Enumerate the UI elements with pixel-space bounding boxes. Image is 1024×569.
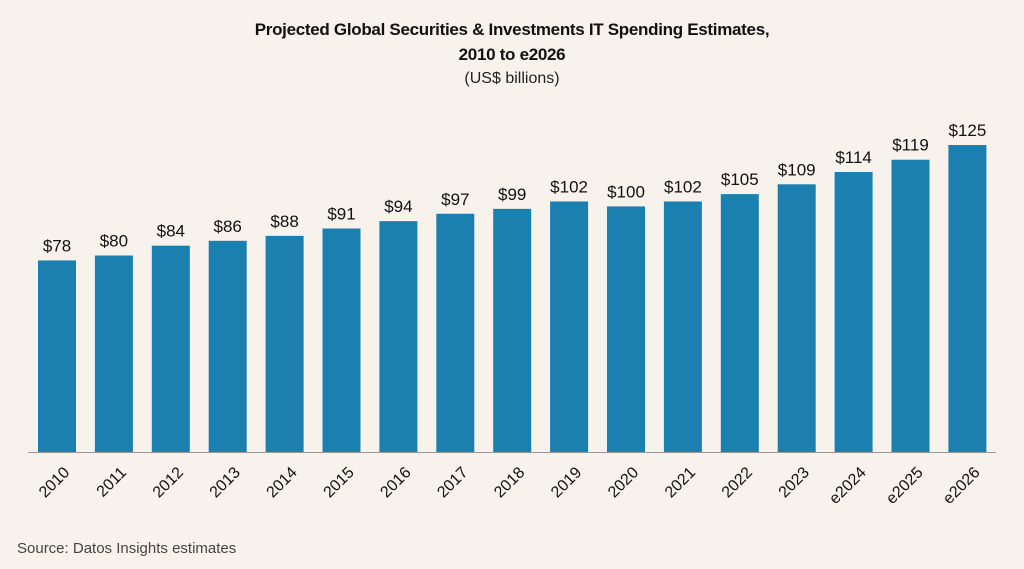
x-tick-label: 2018 bbox=[491, 464, 528, 501]
x-tick-label: 2023 bbox=[776, 464, 813, 501]
source-note: Source: Datos Insights estimates bbox=[17, 540, 237, 557]
data-label: $105 bbox=[721, 170, 759, 189]
data-label: $114 bbox=[835, 148, 872, 167]
bar bbox=[607, 206, 645, 452]
x-tick-label: 2013 bbox=[207, 464, 244, 501]
data-label: $80 bbox=[100, 232, 128, 251]
x-tick-label: 2016 bbox=[377, 464, 414, 501]
bar bbox=[777, 184, 816, 452]
chart-subtitle: (US$ billions) bbox=[464, 70, 560, 87]
x-tick-label: e2025 bbox=[883, 464, 927, 508]
data-label: $102 bbox=[664, 177, 702, 196]
data-label: $102 bbox=[550, 177, 588, 196]
bar bbox=[834, 172, 873, 453]
chart-title: Projected Global Securities & Investment… bbox=[254, 20, 770, 39]
x-tick-label: 2021 bbox=[662, 464, 699, 501]
bar bbox=[151, 245, 190, 452]
data-label: $100 bbox=[607, 182, 645, 201]
bar bbox=[322, 228, 361, 452]
x-tick-label: 2017 bbox=[434, 464, 471, 501]
bar bbox=[436, 213, 475, 452]
x-tick-label: 2022 bbox=[719, 464, 756, 501]
data-label: $91 bbox=[327, 205, 355, 224]
bar bbox=[663, 201, 702, 452]
bar bbox=[208, 240, 247, 452]
x-tick-label: 2012 bbox=[150, 464, 187, 501]
data-label: $125 bbox=[948, 121, 986, 140]
data-label: $78 bbox=[43, 236, 71, 255]
data-label: $94 bbox=[384, 197, 412, 216]
bar bbox=[38, 260, 76, 452]
bar bbox=[265, 235, 304, 452]
data-label: $99 bbox=[498, 185, 526, 204]
bar bbox=[94, 255, 133, 452]
data-label: $119 bbox=[892, 136, 929, 155]
bar bbox=[493, 208, 532, 452]
data-label: $84 bbox=[157, 222, 185, 241]
bar bbox=[720, 194, 759, 452]
x-tick-label: 2014 bbox=[264, 464, 301, 501]
bar bbox=[891, 159, 930, 452]
x-tick-label: 2020 bbox=[605, 464, 642, 501]
data-label: $86 bbox=[214, 217, 242, 236]
data-label: $88 bbox=[270, 212, 298, 231]
x-tick-label: 2019 bbox=[548, 464, 585, 501]
bar bbox=[379, 221, 418, 452]
bar bbox=[550, 201, 589, 452]
chart-title-line2: 2010 to e2026 bbox=[458, 45, 566, 64]
data-label: $109 bbox=[778, 160, 816, 179]
x-tick-label: e2024 bbox=[826, 464, 870, 508]
data-label: $97 bbox=[441, 190, 469, 209]
bar bbox=[948, 145, 987, 452]
x-tick-label: 2010 bbox=[36, 464, 73, 501]
x-tick-label: e2026 bbox=[940, 464, 984, 508]
x-tick-label: 2015 bbox=[320, 464, 357, 501]
x-tick-label: 2011 bbox=[94, 464, 130, 500]
